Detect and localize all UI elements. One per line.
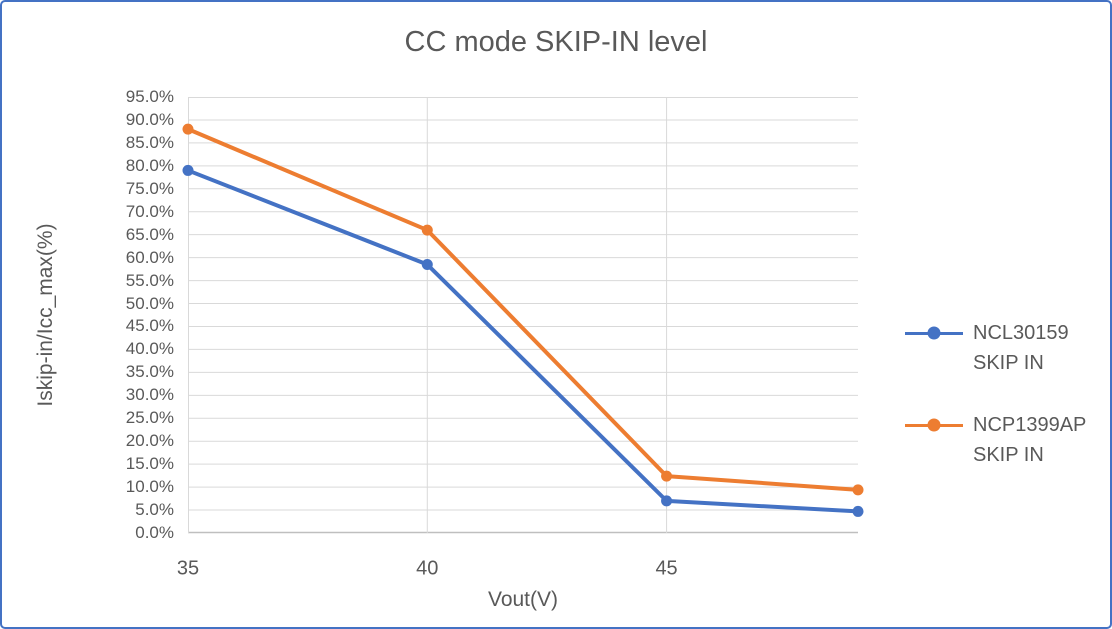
data-point-marker bbox=[421, 259, 433, 271]
data-point-marker bbox=[182, 123, 194, 135]
y-tick-label: 90.0% bbox=[125, 109, 174, 129]
data-point-marker bbox=[421, 224, 433, 236]
y-tick-label: 5.0% bbox=[135, 500, 174, 520]
y-tick-label: 0.0% bbox=[135, 523, 174, 542]
data-point-marker bbox=[852, 484, 864, 496]
legend-marker-line bbox=[905, 318, 963, 348]
legend-label: NCP1399AP SKIP IN bbox=[973, 414, 1087, 466]
y-tick-label: 30.0% bbox=[125, 385, 174, 405]
y-tick-label: 20.0% bbox=[125, 431, 174, 451]
chart-title: CC mode SKIP-IN level bbox=[404, 26, 708, 58]
y-tick-label: 45.0% bbox=[125, 316, 174, 336]
y-tick-label: 25.0% bbox=[125, 408, 174, 428]
y-tick-label: 75.0% bbox=[125, 178, 174, 198]
legend-item: NCL30159 SKIP IN bbox=[905, 318, 1086, 378]
x-axis-title: Vout(V) bbox=[487, 588, 559, 611]
y-tick-label: 55.0% bbox=[125, 270, 174, 290]
y-tick-label: 10.0% bbox=[125, 477, 174, 497]
x-tick-label: 45 bbox=[655, 557, 678, 580]
legend-label: NCL30159 SKIP IN bbox=[973, 322, 1069, 374]
series-line bbox=[186, 127, 860, 492]
x-tick-label: 40 bbox=[416, 557, 439, 580]
legend-dot-icon bbox=[927, 326, 941, 340]
y-axis-title: Iskip-in/Icc_max(%) bbox=[34, 223, 57, 407]
y-tick-label: 35.0% bbox=[125, 362, 174, 382]
x-tick-label: 35 bbox=[176, 557, 200, 580]
legend-dot-icon bbox=[927, 418, 941, 432]
data-point-marker bbox=[182, 164, 194, 176]
y-tick-label: 65.0% bbox=[125, 224, 174, 244]
y-tick-label: 95.0% bbox=[125, 87, 174, 106]
y-tick-label: 50.0% bbox=[125, 293, 174, 313]
y-tick-label: 70.0% bbox=[125, 201, 174, 221]
plot-area bbox=[182, 97, 864, 534]
y-tick-label: 80.0% bbox=[125, 155, 174, 175]
y-tick-label: 60.0% bbox=[125, 247, 174, 267]
legend-marker-line bbox=[905, 410, 963, 440]
y-tick-label: 85.0% bbox=[125, 132, 174, 152]
legend-item: NCP1399AP SKIP IN bbox=[905, 410, 1086, 470]
data-point-marker bbox=[661, 470, 673, 482]
y-tick-label: 40.0% bbox=[125, 339, 174, 359]
y-tick-label: 15.0% bbox=[125, 454, 174, 474]
data-point-marker bbox=[852, 505, 864, 517]
legend: NCL30159 SKIP IN NCP1399AP SKIP IN bbox=[905, 318, 1086, 470]
data-point-marker bbox=[661, 495, 673, 507]
series-line bbox=[186, 168, 860, 514]
